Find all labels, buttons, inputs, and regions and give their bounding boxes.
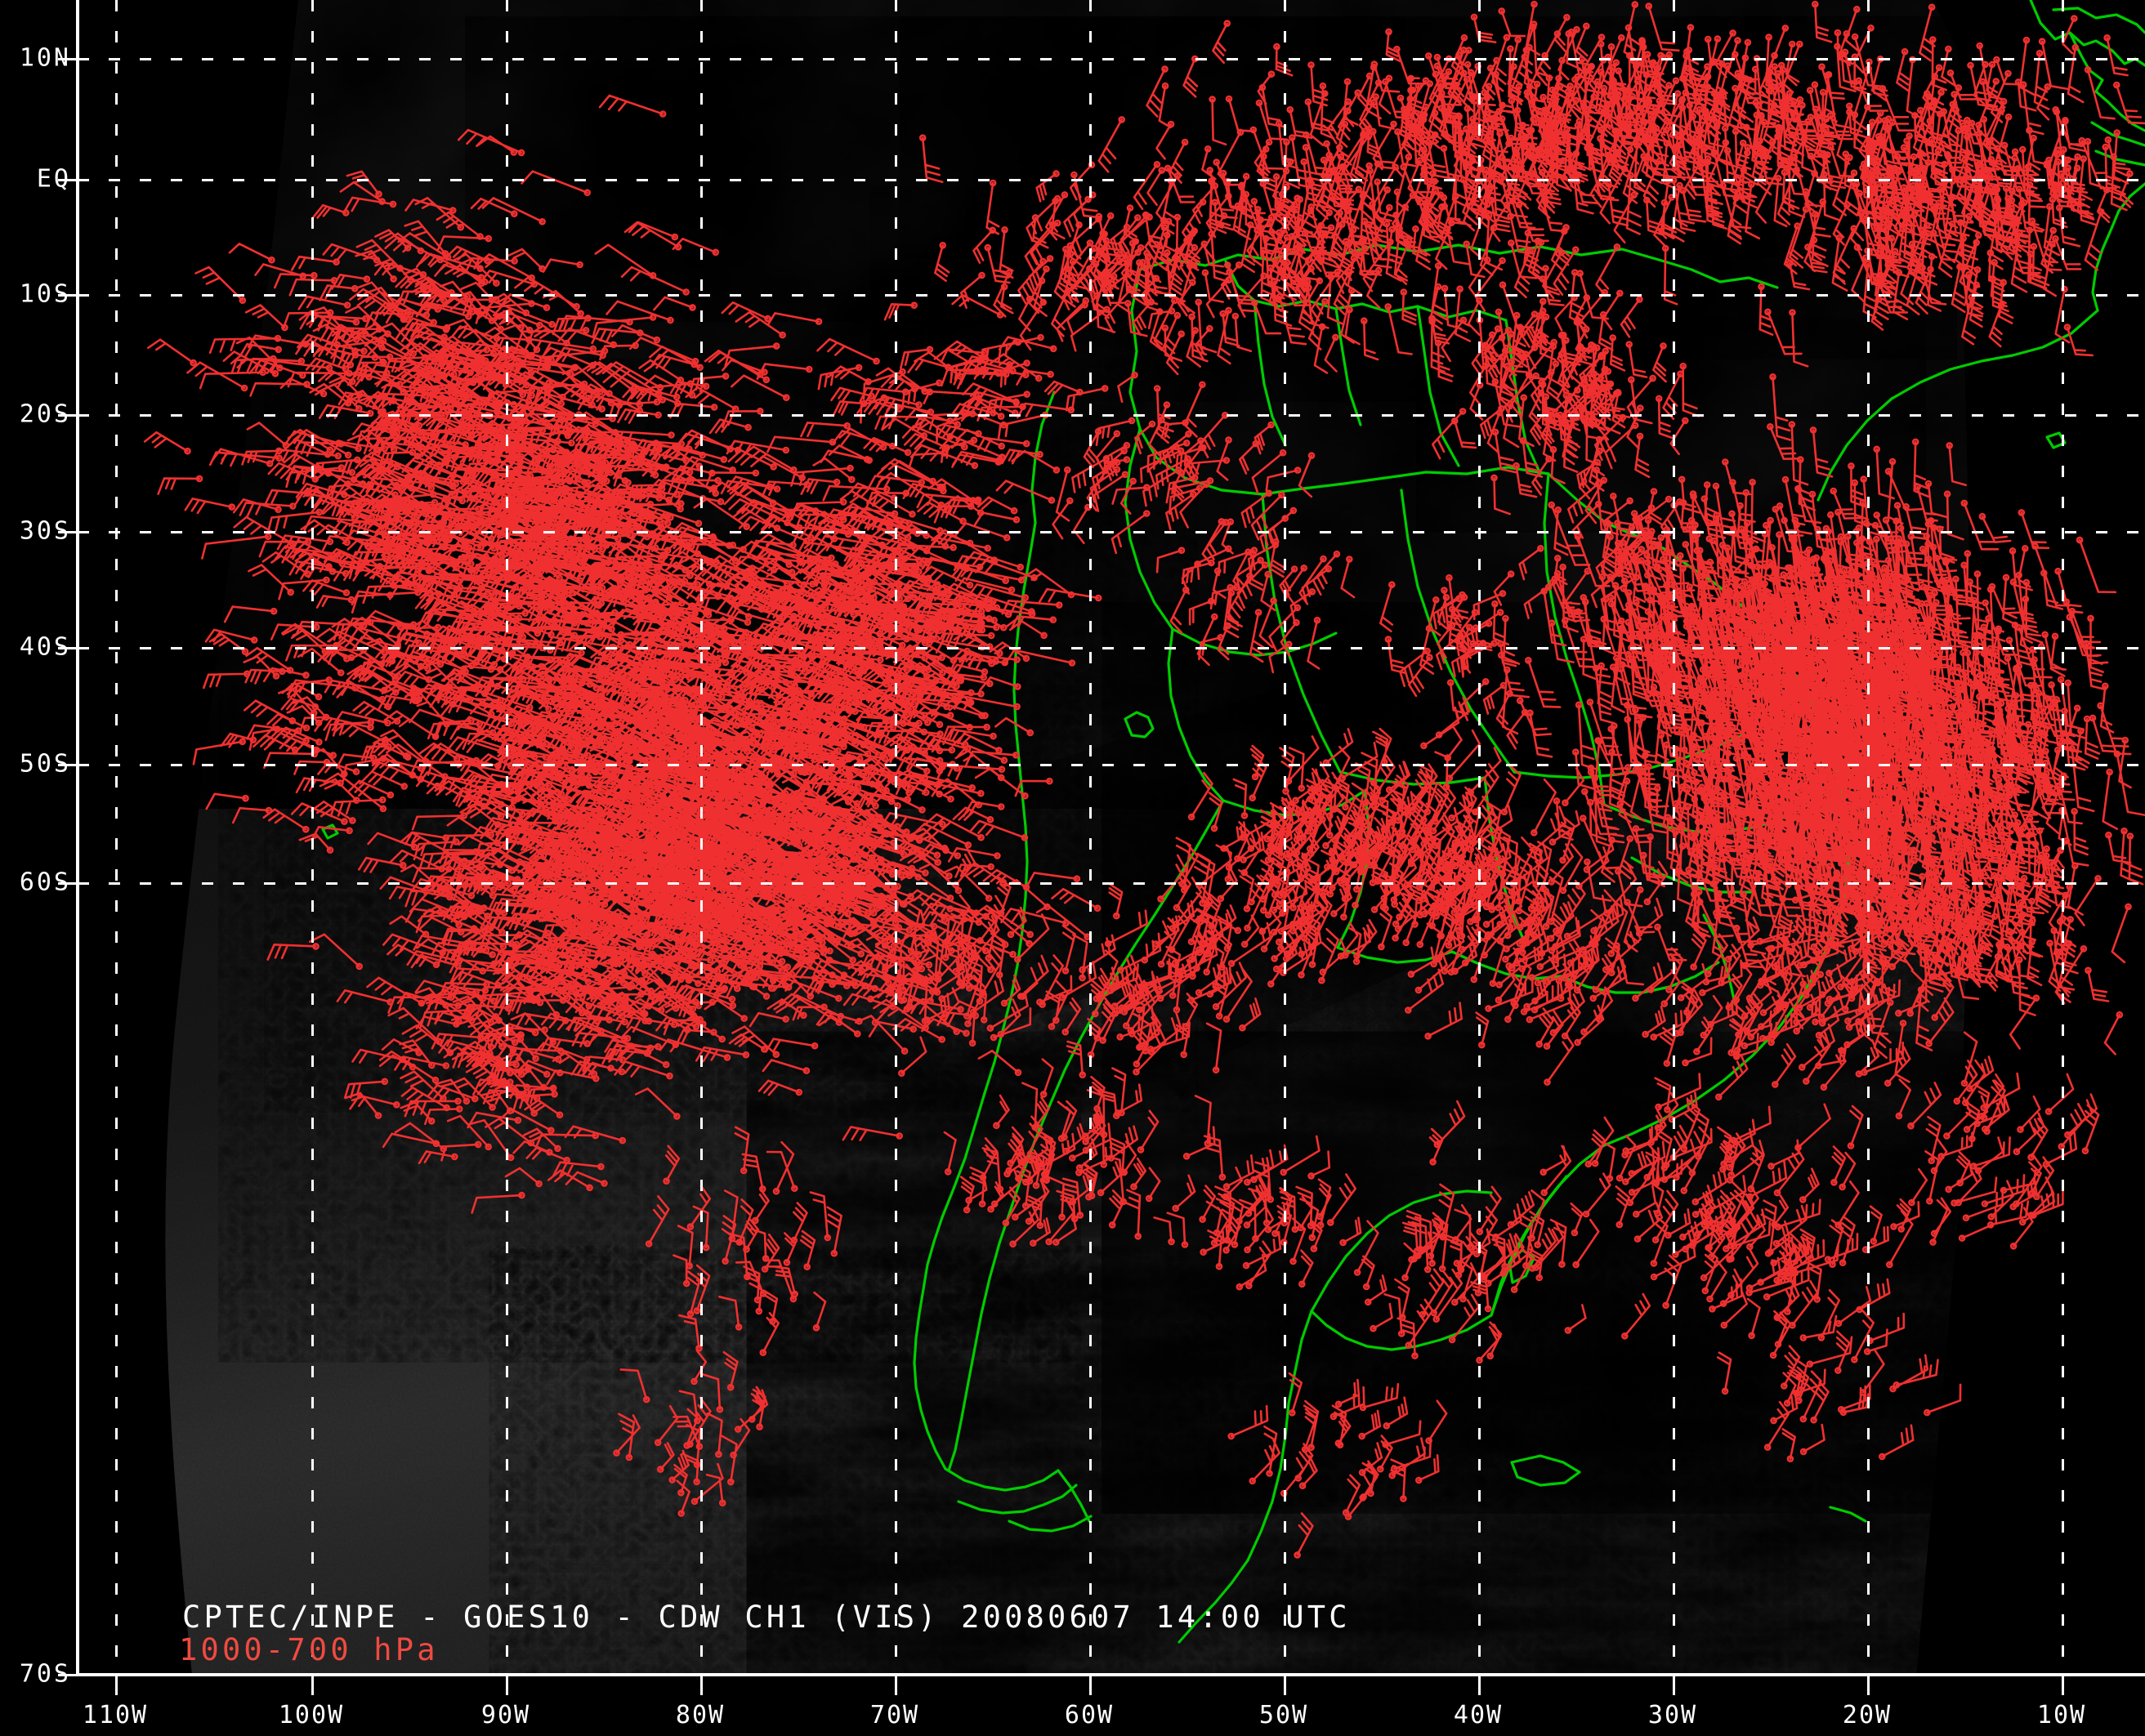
xtick-label-70W: 70W: [870, 1701, 919, 1729]
xtick-label-40W: 40W: [1454, 1701, 1503, 1729]
xtick-50W: [1284, 1674, 1286, 1695]
ytick-label-10N: 10N: [20, 44, 71, 73]
gridline-v-110W: [115, 0, 118, 1675]
gridline-v-50W: [1284, 0, 1286, 1675]
gridline-v-60W: [1089, 0, 1092, 1675]
ytick-label-EQ: EQ: [37, 165, 71, 194]
gridline-v-100W: [311, 0, 314, 1675]
gridline-v-20W: [1867, 0, 1870, 1675]
gridline-h-EQ: [78, 179, 2145, 181]
ytick-label-20S: 20S: [20, 400, 71, 429]
ytick-label-10S: 10S: [20, 280, 71, 309]
xtick-70W: [895, 1674, 897, 1695]
gridline-v-10W: [2062, 0, 2064, 1675]
ytick-label-40S: 40S: [20, 633, 71, 662]
axis-left-spine: [76, 0, 79, 1676]
axis-bottom-spine: [76, 1673, 2145, 1676]
ytick-label-70S: 70S: [20, 1660, 71, 1689]
gridline-v-90W: [506, 0, 508, 1675]
gridline-h-10N: [78, 58, 2145, 60]
xtick-label-60W: 60W: [1065, 1701, 1114, 1729]
gridline-v-80W: [700, 0, 703, 1675]
xtick-80W: [700, 1674, 703, 1695]
ytick-label-30S: 30S: [20, 517, 71, 546]
xtick-label-10W: 10W: [2037, 1701, 2086, 1729]
gridline-h-60S: [78, 882, 2145, 885]
gridline-v-30W: [1673, 0, 1675, 1675]
xtick-label-50W: 50W: [1259, 1701, 1308, 1729]
xtick-label-20W: 20W: [1843, 1701, 1892, 1729]
map-plot-area: CPTEC/INPE - GOES10 - CDW CH1 (VIS) 2008…: [78, 0, 2145, 1675]
xtick-110W: [115, 1674, 118, 1695]
xtick-20W: [1867, 1674, 1870, 1695]
pressure-level-label: 1000-700 hPa: [179, 1632, 439, 1667]
xtick-30W: [1673, 1674, 1675, 1695]
xtick-label-110W: 110W: [83, 1701, 148, 1729]
ytick-label-60S: 60S: [20, 868, 71, 897]
gridline-h-20S: [78, 414, 2145, 417]
xtick-label-100W: 100W: [279, 1701, 344, 1729]
gridline-v-40W: [1478, 0, 1481, 1675]
gridline-h-40S: [78, 647, 2145, 649]
chart-title: CPTEC/INPE - GOES10 - CDW CH1 (VIS) 2008…: [182, 1600, 1351, 1635]
satellite-image-layer: [78, 0, 2145, 1675]
gridline-h-30S: [78, 531, 2145, 533]
gridline-h-50S: [78, 764, 2145, 766]
xtick-label-30W: 30W: [1648, 1701, 1697, 1729]
xtick-60W: [1089, 1674, 1092, 1695]
xtick-10W: [2062, 1674, 2064, 1695]
xtick-label-80W: 80W: [676, 1701, 725, 1729]
xtick-90W: [506, 1674, 508, 1695]
xtick-100W: [311, 1674, 314, 1695]
xtick-label-90W: 90W: [481, 1701, 530, 1729]
xtick-40W: [1478, 1674, 1481, 1695]
ytick-label-50S: 50S: [20, 750, 71, 779]
gridline-h-10S: [78, 294, 2145, 297]
gridline-v-70W: [895, 0, 897, 1675]
